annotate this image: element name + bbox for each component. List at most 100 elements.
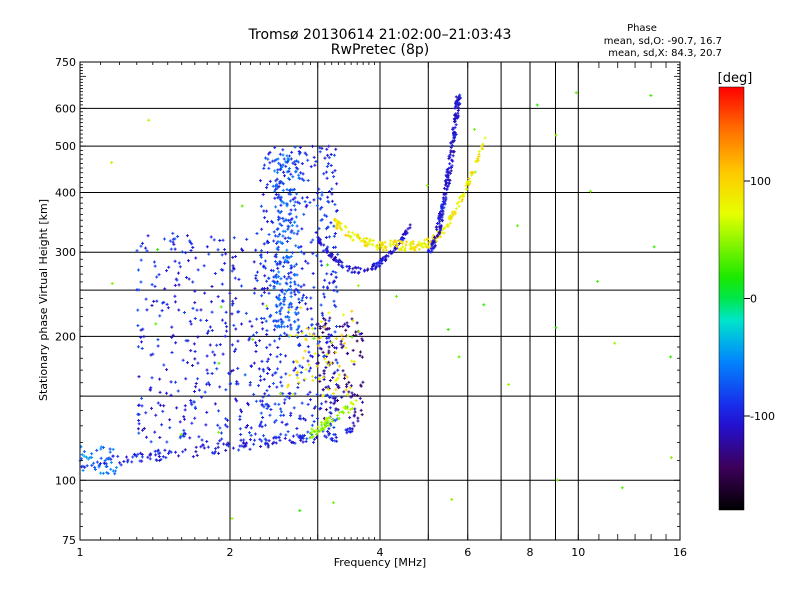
scatter-point <box>279 277 283 281</box>
scatter-point <box>182 415 186 419</box>
scatter-point <box>344 346 348 350</box>
scatter-point <box>295 159 299 163</box>
scatter-point <box>318 150 322 154</box>
scatter-point <box>189 398 193 402</box>
scatter-point <box>425 183 429 187</box>
scatter-point <box>279 432 283 436</box>
scatter-point <box>446 178 450 182</box>
scatter-point <box>261 415 265 419</box>
scatter-point <box>265 209 269 213</box>
scatter-point <box>341 369 345 373</box>
scatter-point <box>354 399 358 403</box>
scatter-point <box>274 255 278 259</box>
scatter-point <box>171 237 175 241</box>
scatter-point <box>161 409 165 413</box>
scatter-point <box>196 335 200 339</box>
scatter-point <box>314 376 318 380</box>
scatter-point <box>381 248 385 252</box>
scatter-point <box>312 285 316 289</box>
scatter-point <box>248 319 252 323</box>
scatter-point <box>265 220 269 224</box>
scatter-point <box>308 200 312 204</box>
scatter-point <box>111 454 115 458</box>
scatter-point <box>417 247 421 251</box>
scatter-point <box>352 362 356 366</box>
scatter-point <box>280 420 284 424</box>
scatter-point <box>323 318 327 322</box>
scatter-point <box>284 372 288 376</box>
scatter-point <box>265 186 269 190</box>
scatter-point <box>332 402 336 406</box>
scatter-point <box>275 186 279 190</box>
scatter-point <box>411 246 415 250</box>
scatter-point <box>419 242 423 246</box>
scatter-point <box>139 244 143 248</box>
scatter-point <box>331 171 335 175</box>
scatter-point <box>304 338 308 342</box>
scatter-point <box>287 256 291 260</box>
scatter-point <box>173 294 177 298</box>
colorbar <box>718 86 745 511</box>
scatter-point <box>449 169 453 173</box>
scatter-point <box>141 428 145 432</box>
scatter-point <box>267 367 271 371</box>
scatter-point <box>441 196 445 200</box>
scatter-point <box>261 193 265 197</box>
scatter-point <box>308 436 312 440</box>
scatter-point <box>289 187 293 191</box>
scatter-point <box>333 419 337 423</box>
scatter-point <box>332 279 336 283</box>
scatter-point <box>443 179 447 183</box>
scatter-point <box>278 222 282 226</box>
scatter-point <box>164 456 168 460</box>
scatter-point <box>358 236 362 240</box>
scatter-point <box>457 204 461 208</box>
scatter-point <box>276 367 280 371</box>
scatter-point <box>217 361 221 365</box>
scatter-point <box>669 355 673 359</box>
scatter-point <box>81 468 85 472</box>
scatter-point <box>323 278 327 282</box>
scatter-point <box>157 452 161 456</box>
scatter-point <box>374 262 378 265</box>
scatter-point <box>184 339 188 343</box>
scatter-point <box>339 342 343 346</box>
scatter-point <box>118 461 122 465</box>
scatter-point <box>99 447 103 451</box>
scatter-point <box>314 159 318 163</box>
scatter-point <box>277 185 281 189</box>
scatter-point <box>433 235 437 239</box>
y-tick-label: 600 <box>55 102 76 115</box>
scatter-point <box>273 420 277 424</box>
scatter-point <box>278 392 282 396</box>
scatter-point <box>438 217 442 221</box>
scatter-point <box>110 161 114 165</box>
scatter-point <box>223 261 227 265</box>
scatter-point <box>360 337 364 341</box>
scatter-point <box>353 233 357 237</box>
scatter-point <box>315 254 319 258</box>
scatter-point <box>325 272 329 276</box>
scatter-point <box>285 315 289 319</box>
scatter-point <box>341 324 345 328</box>
scatter-point <box>260 227 264 231</box>
scatter-point <box>321 350 325 354</box>
scatter-point <box>183 311 187 315</box>
scatter-point <box>116 454 120 458</box>
scatter-point <box>289 295 293 299</box>
scatter-point <box>197 388 201 392</box>
scatter-point <box>291 434 295 438</box>
scatter-point <box>136 268 140 272</box>
scatter-point <box>246 423 250 427</box>
scatter-point <box>85 464 89 468</box>
scatter-point <box>187 277 191 281</box>
scatter-point <box>274 371 278 375</box>
scatter-point <box>287 303 291 307</box>
scatter-point <box>319 320 323 324</box>
scatter-point <box>333 256 337 260</box>
scatter-point <box>409 247 413 251</box>
scatter-point <box>266 251 270 255</box>
scatter-point <box>458 95 462 99</box>
scatter-point <box>275 171 279 175</box>
scatter-point <box>333 400 337 404</box>
